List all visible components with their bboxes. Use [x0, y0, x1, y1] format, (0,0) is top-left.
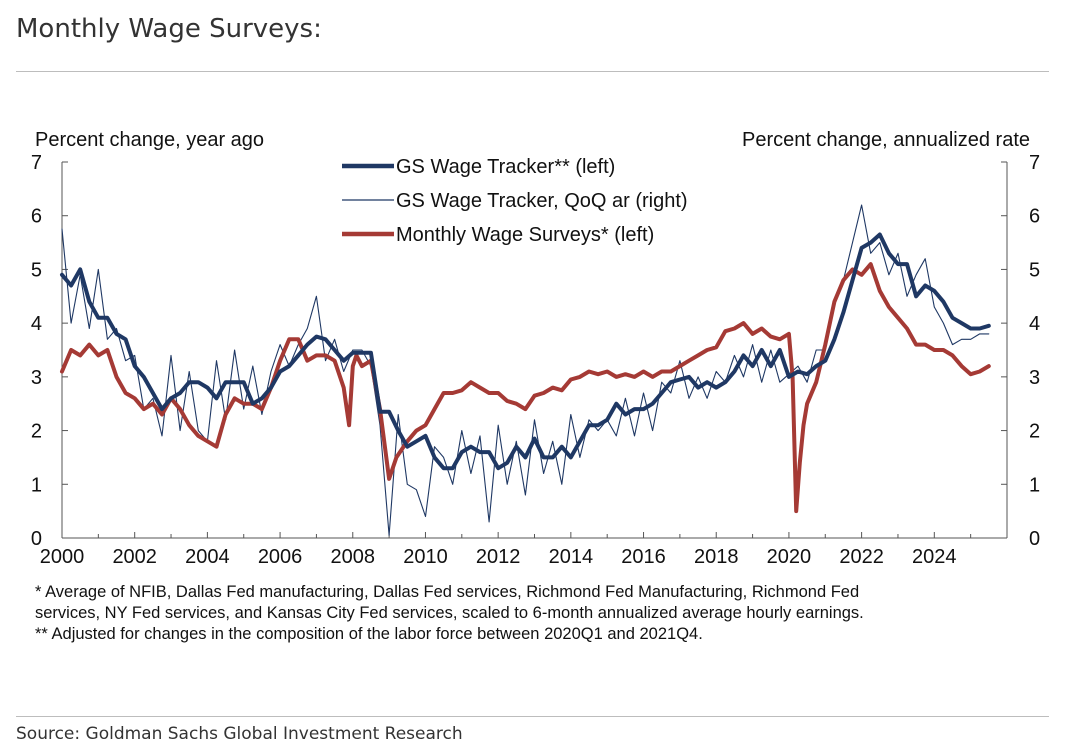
page-title: Monthly Wage Surveys:: [16, 14, 322, 44]
footnote-1: * Average of NFIB, Dallas Fed manufactur…: [35, 583, 860, 601]
wage-chart: Percent change, year ago Percent change, …: [31, 129, 1040, 568]
x-tick-label: 2014: [549, 546, 594, 568]
left-axis-title: Percent change, year ago: [35, 129, 264, 151]
y-tick-label: 0: [31, 528, 42, 550]
legend-label-1: GS Wage Tracker, QoQ ar (right): [396, 190, 688, 212]
top-divider: [16, 71, 1049, 72]
y2-tick-label: 3: [1029, 367, 1040, 389]
series-layer: [60, 204, 991, 536]
y-tick-label: 4: [31, 313, 42, 335]
x-tick-label: 2000: [40, 546, 85, 568]
legend: GS Wage Tracker** (left) GS Wage Tracker,…: [342, 156, 688, 246]
y2-tick-label: 0: [1029, 528, 1040, 550]
x-tick-label: 2004: [185, 546, 230, 568]
y-tick-label: 2: [31, 421, 42, 443]
x-tick-label: 2018: [694, 546, 739, 568]
y-tick-label: 7: [31, 152, 42, 174]
y2-tick-label: 4: [1029, 313, 1040, 335]
x-tick-label: 2022: [839, 546, 884, 568]
x-tick-label: 2012: [476, 546, 521, 568]
footnote-3: ** Adjusted for changes in the compositi…: [35, 625, 703, 643]
legend-label-2: Monthly Wage Surveys* (left): [396, 224, 654, 246]
series-line-2: [60, 262, 991, 514]
x-tick-label: 2020: [767, 546, 812, 568]
y2-tick-label: 6: [1029, 206, 1040, 228]
y2-tick-label: 1: [1029, 474, 1040, 496]
x-tick-label: 2008: [331, 546, 376, 568]
series-line-0: [60, 232, 991, 471]
footnotes: * Average of NFIB, Dallas Fed manufactur…: [35, 582, 864, 645]
y-tick-label: 5: [31, 259, 42, 281]
right-axis-title: Percent change, annualized rate: [742, 129, 1030, 151]
x-tick-label: 2006: [258, 546, 303, 568]
series-line-1: [61, 204, 990, 536]
axes-layer: Percent change, year ago Percent change, …: [31, 129, 1040, 568]
x-tick-label: 2002: [112, 546, 157, 568]
y2-tick-label: 5: [1029, 259, 1040, 281]
x-tick-label: 2024: [912, 546, 957, 568]
bottom-divider: [16, 716, 1049, 717]
legend-label-0: GS Wage Tracker** (left): [396, 156, 615, 178]
y-tick-label: 3: [31, 367, 42, 389]
x-tick-label: 2016: [621, 546, 666, 568]
source-note: Source: Goldman Sachs Global Investment …: [16, 724, 463, 744]
x-tick-label: 2010: [403, 546, 448, 568]
y2-tick-label: 2: [1029, 421, 1040, 443]
footnote-2: services, NY Fed services, and Kansas Ci…: [35, 604, 864, 622]
y-tick-label: 1: [31, 474, 42, 496]
y2-tick-label: 7: [1029, 152, 1040, 174]
y-tick-label: 6: [31, 206, 42, 228]
